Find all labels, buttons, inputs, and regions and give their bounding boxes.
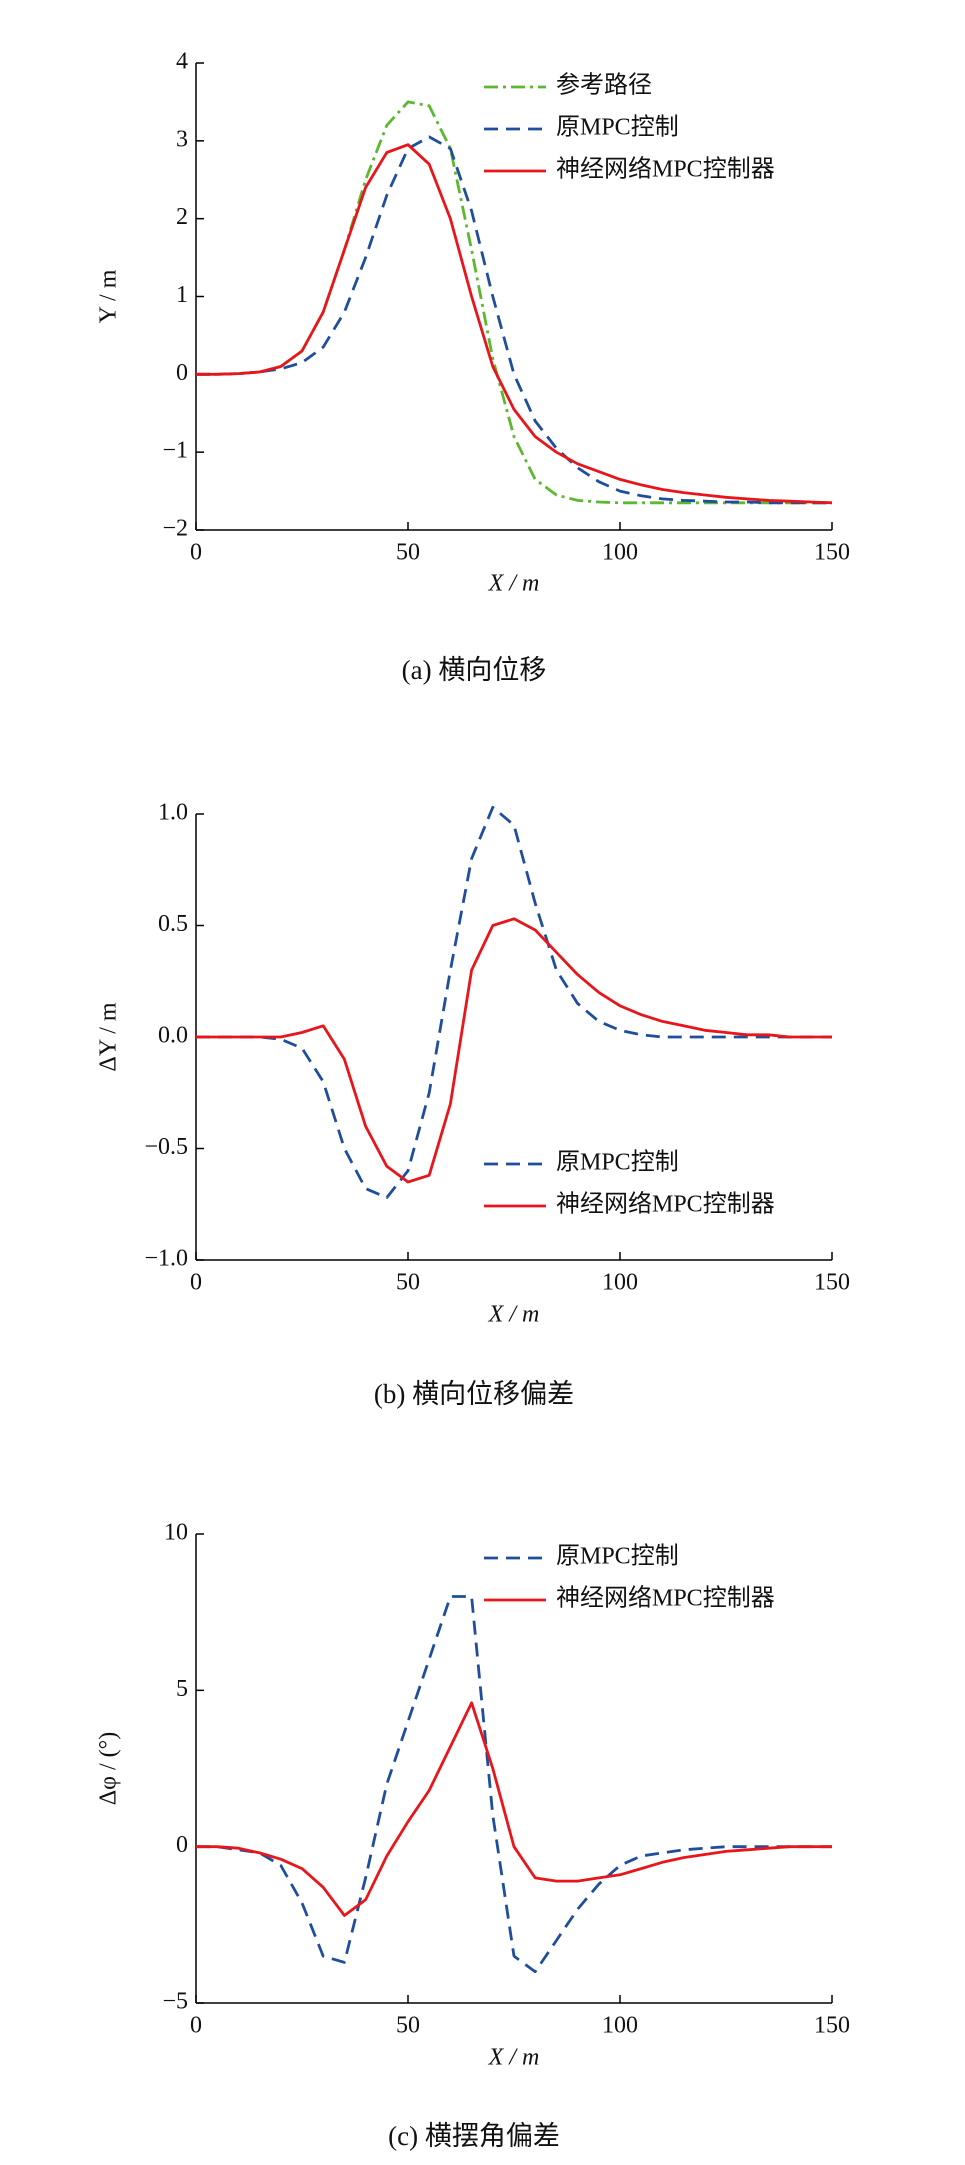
legend-label: 参考路径 bbox=[556, 72, 652, 99]
series-line bbox=[196, 135, 832, 505]
caption: (a) 横向位移 bbox=[402, 655, 547, 685]
x-tick-label: 50 bbox=[396, 2013, 420, 2039]
y-axis-label: ΔY / m bbox=[96, 1002, 122, 1072]
x-tick-label: 50 bbox=[396, 1270, 420, 1296]
x-tick-label: 0 bbox=[190, 2013, 202, 2039]
y-tick-label: 0 bbox=[176, 1832, 188, 1858]
y-tick-label: 0 bbox=[176, 360, 188, 386]
y-tick-label: −2 bbox=[162, 516, 188, 542]
y-tick-label: −5 bbox=[162, 1989, 188, 2015]
legend-label: 神经网络MPC控制器 bbox=[556, 156, 775, 183]
y-tick-label: −1 bbox=[162, 438, 188, 464]
legend-label: 神经网络MPC控制器 bbox=[556, 1585, 775, 1612]
y-tick-label: 10 bbox=[164, 1520, 188, 1546]
y-tick-label: 5 bbox=[176, 1676, 188, 1702]
x-tick-label: 0 bbox=[190, 1270, 202, 1296]
legend-label: 神经网络MPC控制器 bbox=[556, 1191, 775, 1218]
y-tick-label: 1.0 bbox=[158, 800, 188, 826]
y-axis-label: Y / m bbox=[96, 269, 122, 323]
series-line bbox=[196, 1701, 832, 1917]
y-tick-label: 4 bbox=[176, 49, 188, 75]
y-axis-label: Δφ / (°) bbox=[96, 1732, 122, 1806]
x-tick-label: 100 bbox=[602, 540, 638, 566]
chart: −1.0 −0.5 0.0 0.5 1.0 0 50 100 150 X / m ΔY / m (b)… bbox=[96, 800, 851, 1410]
x-tick-label: 100 bbox=[602, 2013, 638, 2039]
x-tick-label: 50 bbox=[396, 540, 420, 566]
x-axis-label: X / m bbox=[488, 571, 540, 597]
x-tick-label: 100 bbox=[602, 1270, 638, 1296]
x-tick-label: 150 bbox=[814, 540, 850, 566]
x-tick-label: 150 bbox=[814, 2013, 850, 2039]
x-tick-label: 0 bbox=[190, 540, 202, 566]
x-axis-label: X / m bbox=[488, 1302, 540, 1328]
y-tick-label: 1 bbox=[176, 282, 188, 308]
legend-label: 原MPC控制 bbox=[556, 1149, 679, 1176]
y-tick-label: 0.0 bbox=[158, 1023, 188, 1049]
x-axis-label: X / m bbox=[488, 2045, 540, 2071]
legend-label: 原MPC控制 bbox=[556, 114, 679, 141]
series-line bbox=[196, 917, 832, 1184]
series-line bbox=[196, 805, 832, 1199]
series-line bbox=[196, 1595, 832, 1974]
y-tick-label: 0.5 bbox=[158, 911, 188, 937]
caption: (c) 横摆角偏差 bbox=[388, 2121, 560, 2151]
y-tick-label: 3 bbox=[176, 126, 188, 152]
caption: (b) 横向位移偏差 bbox=[374, 1379, 574, 1409]
y-tick-label: −1.0 bbox=[144, 1246, 188, 1272]
y-tick-label: −0.5 bbox=[144, 1134, 188, 1160]
series-line bbox=[196, 143, 833, 505]
chart: −2 −1 0 1 2 3 4 0 50 100 150 X / m Y / m (a) 横向位移 参考路径… bbox=[96, 49, 851, 686]
legend-label: 原MPC控制 bbox=[556, 1543, 679, 1570]
x-tick-label: 150 bbox=[814, 1270, 850, 1296]
y-tick-label: 2 bbox=[176, 204, 188, 230]
